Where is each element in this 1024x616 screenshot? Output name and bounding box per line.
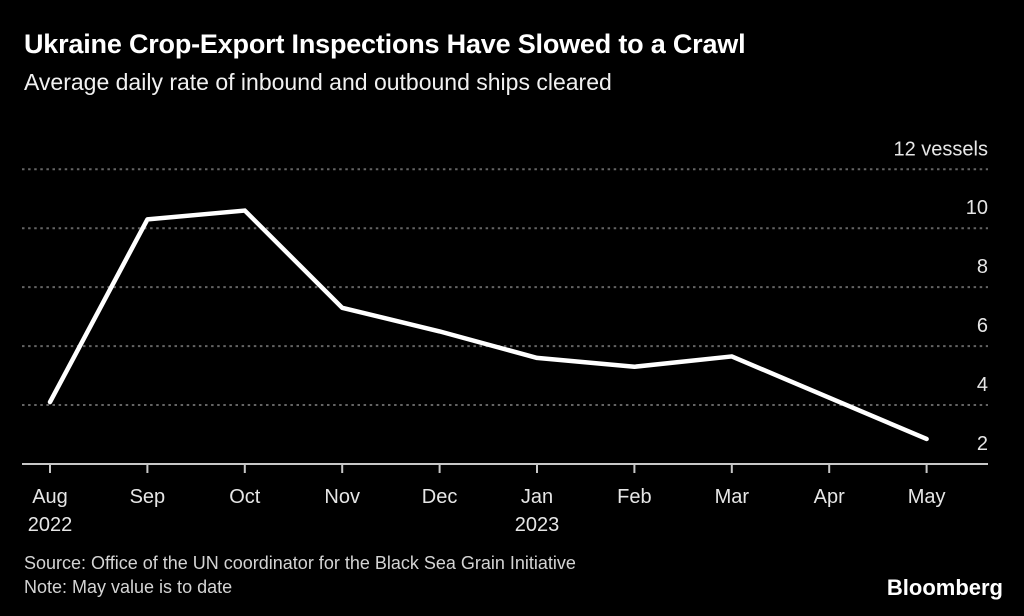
- x-axis-year-2023: 2023: [515, 514, 560, 536]
- x-axis-label-dec: Dec: [422, 486, 458, 508]
- y-axis-label-10: 10: [966, 197, 988, 219]
- chart-footer: Source: Office of the UN coordinator for…: [24, 551, 576, 599]
- chart-header: Ukraine Crop-Export Inspections Have Slo…: [24, 29, 746, 95]
- x-axis-label-apr: Apr: [814, 486, 845, 508]
- x-axis-label-oct: Oct: [229, 486, 261, 508]
- chart-title: Ukraine Crop-Export Inspections Have Slo…: [24, 29, 746, 59]
- x-axis-label-aug: Aug: [32, 486, 68, 508]
- y-axis-label-6: 6: [977, 315, 988, 337]
- y-axis-label-4: 4: [977, 374, 988, 396]
- x-axis-label-mar: Mar: [715, 486, 750, 508]
- x-axis-label-sep: Sep: [130, 486, 166, 508]
- x-axis-label-feb: Feb: [617, 486, 651, 508]
- y-axis-label-8: 8: [977, 256, 988, 278]
- note-text: Note: May value is to date: [24, 577, 233, 597]
- x-axis-label-jan: Jan: [521, 486, 553, 508]
- x-axis-label-may: May: [908, 486, 946, 508]
- bloomberg-logo: Bloomberg: [886, 575, 1003, 600]
- x-axis-year-2022: 2022: [28, 514, 73, 536]
- y-axis-label-12: 12 vessels: [894, 138, 989, 160]
- source-text: Source: Office of the UN coordinator for…: [24, 553, 576, 573]
- data-line: [47, 208, 929, 442]
- x-axis-label-nov: Nov: [324, 486, 360, 508]
- chart-subtitle: Average daily rate of inbound and outbou…: [24, 69, 612, 95]
- y-axis-label-2: 2: [977, 433, 988, 455]
